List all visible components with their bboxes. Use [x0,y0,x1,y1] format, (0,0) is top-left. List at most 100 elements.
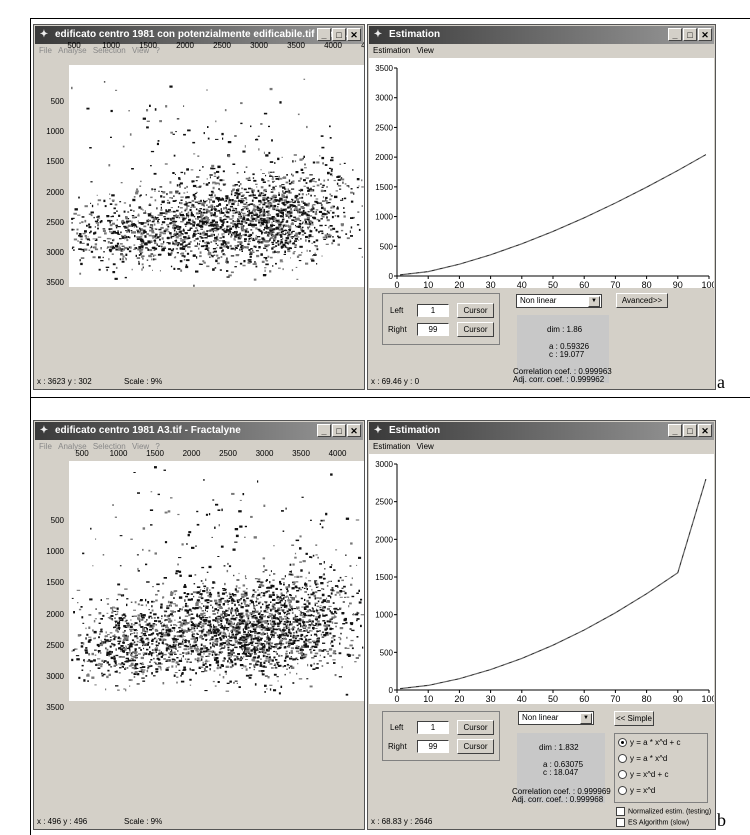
map-x-tick-label: 2000 [182,449,201,458]
minimize-icon[interactable]: _ [668,424,682,437]
chart-area: 0102030405060708090100050010001500200025… [369,454,715,704]
figure-border-left [30,18,31,835]
correlation-value: Correlation coef. : 0.999969 [512,787,611,796]
app-icon: ✦ [39,29,49,40]
map-y-tick-label: 1000 [46,547,64,557]
left-label: Left [390,306,404,315]
dim-value: dim : 1.86 [547,325,583,334]
map-x-tick-label: 3500 [287,41,305,50]
menu-help[interactable]: ? [155,442,160,451]
map-x-tick-label: 500 [75,449,89,458]
menu-view[interactable]: View [131,442,150,451]
chevron-down-icon[interactable]: ▼ [588,296,600,307]
panel-letter-a: a [717,372,725,392]
map-x-tick-label: 4000 [328,449,347,458]
app-icon: ✦ [373,29,383,40]
x-tick-label: 0 [394,280,399,288]
menu-selection[interactable]: Selection [92,442,126,451]
menu-analyse[interactable]: Analyse [58,46,87,55]
left-input[interactable]: 1 [417,721,449,734]
menu-selection[interactable]: Selection [92,46,126,55]
x-tick-label: 10 [423,694,433,704]
map-x-tick-label: 3000 [250,41,268,50]
advanced-toggle-button[interactable]: Avanced>> [616,293,668,308]
minimize-icon[interactable]: _ [317,28,331,41]
map-canvas[interactable] [69,65,364,287]
left-input[interactable]: 1 [417,304,449,317]
map-window-titlebar[interactable]: ✦ edificato centro 1981 con potenzialmen… [35,26,363,44]
estimation-chart: 0102030405060708090100050010001500200025… [375,64,715,290]
panel-a: ✦ edificato centro 1981 con potenzialmen… [0,0,750,398]
map-window: ✦ edificato centro 1981 A3.tif - Fractal… [33,420,365,830]
right-input[interactable]: 99 [417,740,449,753]
x-tick-label: 80 [642,694,652,704]
left-cursor-button[interactable]: Cursor [457,720,494,735]
map-y-tick-label: 2500 [46,640,64,650]
right-cursor-button[interactable]: Cursor [457,739,494,754]
maximize-icon[interactable]: □ [683,28,697,41]
menu-view[interactable]: View [131,46,150,55]
map-x-tick-label: 4500 [361,41,364,50]
left-cursor-button[interactable]: Cursor [457,303,494,318]
menu-help[interactable]: ? [155,46,160,55]
map-x-tick-label: 4000 [324,41,342,50]
model-option-2[interactable]: y = a * x^d [618,754,667,764]
y-tick-label: 0 [389,686,394,695]
y-tick-label: 2000 [375,535,393,544]
estimation-curve [400,478,707,690]
range-groupbox [382,711,500,761]
maximize-icon[interactable]: □ [332,28,346,41]
es-label: ES Algorithm (slow) [628,819,690,827]
map-y-tick-label: 3500 [46,278,64,288]
simple-toggle-button[interactable]: << Simple [614,711,654,726]
close-icon[interactable]: ✕ [347,28,361,41]
chevron-down-icon[interactable]: ▼ [580,713,592,724]
figure-border-mid [30,397,750,398]
maximize-icon[interactable]: □ [332,424,346,437]
c-value: c : 18.047 [543,768,579,777]
menu-view[interactable]: View [416,46,434,55]
map-window-titlebar[interactable]: ✦ edificato centro 1981 A3.tif - Fractal… [35,422,363,440]
x-tick-label: 50 [548,694,558,704]
minimize-icon[interactable]: _ [668,28,682,41]
model-option-1[interactable]: y = a * x^d + c [618,738,680,748]
method-select[interactable]: Non linear ▼ [518,711,594,725]
menu-estimation[interactable]: Estimation [373,46,411,55]
menu-file[interactable]: File [39,442,52,451]
es-algorithm-checkbox[interactable]: ES Algorithm (slow) [616,818,689,827]
menu-view[interactable]: View [416,442,434,451]
close-icon[interactable]: ✕ [698,424,712,437]
y-tick-label: 2500 [375,498,393,507]
minimize-icon[interactable]: _ [317,424,331,437]
maximize-icon[interactable]: □ [683,424,697,437]
map-x-tick-label: 2500 [213,41,231,50]
map-x-tick-label: 1000 [109,449,128,458]
y-tick-label: 500 [380,648,394,657]
correlation-value: Correlation coef. : 0.999963 [513,367,612,376]
map-y-tick-label: 2500 [46,217,64,227]
y-tick-label: 3000 [375,94,393,103]
estimation-titlebar[interactable]: ✦ Estimation _ □ ✕ [369,422,714,440]
right-cursor-button[interactable]: Cursor [457,322,494,337]
menu-analyse[interactable]: Analyse [58,442,87,451]
x-tick-label: 50 [548,280,558,288]
map-status-scale: Scale : 9% [124,817,163,826]
x-tick-label: 100 [701,280,714,288]
close-icon[interactable]: ✕ [698,28,712,41]
close-icon[interactable]: ✕ [347,424,361,437]
model-option-4[interactable]: y = x^d [618,786,655,796]
method-value: Non linear [520,296,557,305]
results-panel: dim : 1.832 a : 0.63075 c : 18.047 [517,733,605,803]
menu-file[interactable]: File [39,46,52,55]
y-tick-label: 1000 [375,213,393,222]
estimation-titlebar[interactable]: ✦ Estimation _ □ ✕ [369,26,714,44]
model-option-3[interactable]: y = x^d + c [618,770,669,780]
model-option-label: y = x^d + c [630,770,669,779]
right-input[interactable]: 99 [417,323,449,336]
x-tick-label: 90 [673,694,683,704]
menu-estimation[interactable]: Estimation [373,442,411,451]
normalized-checkbox[interactable]: Normalized estim. (testing) [616,807,711,816]
method-select[interactable]: Non linear ▼ [516,294,602,308]
map-canvas[interactable] [69,461,364,701]
